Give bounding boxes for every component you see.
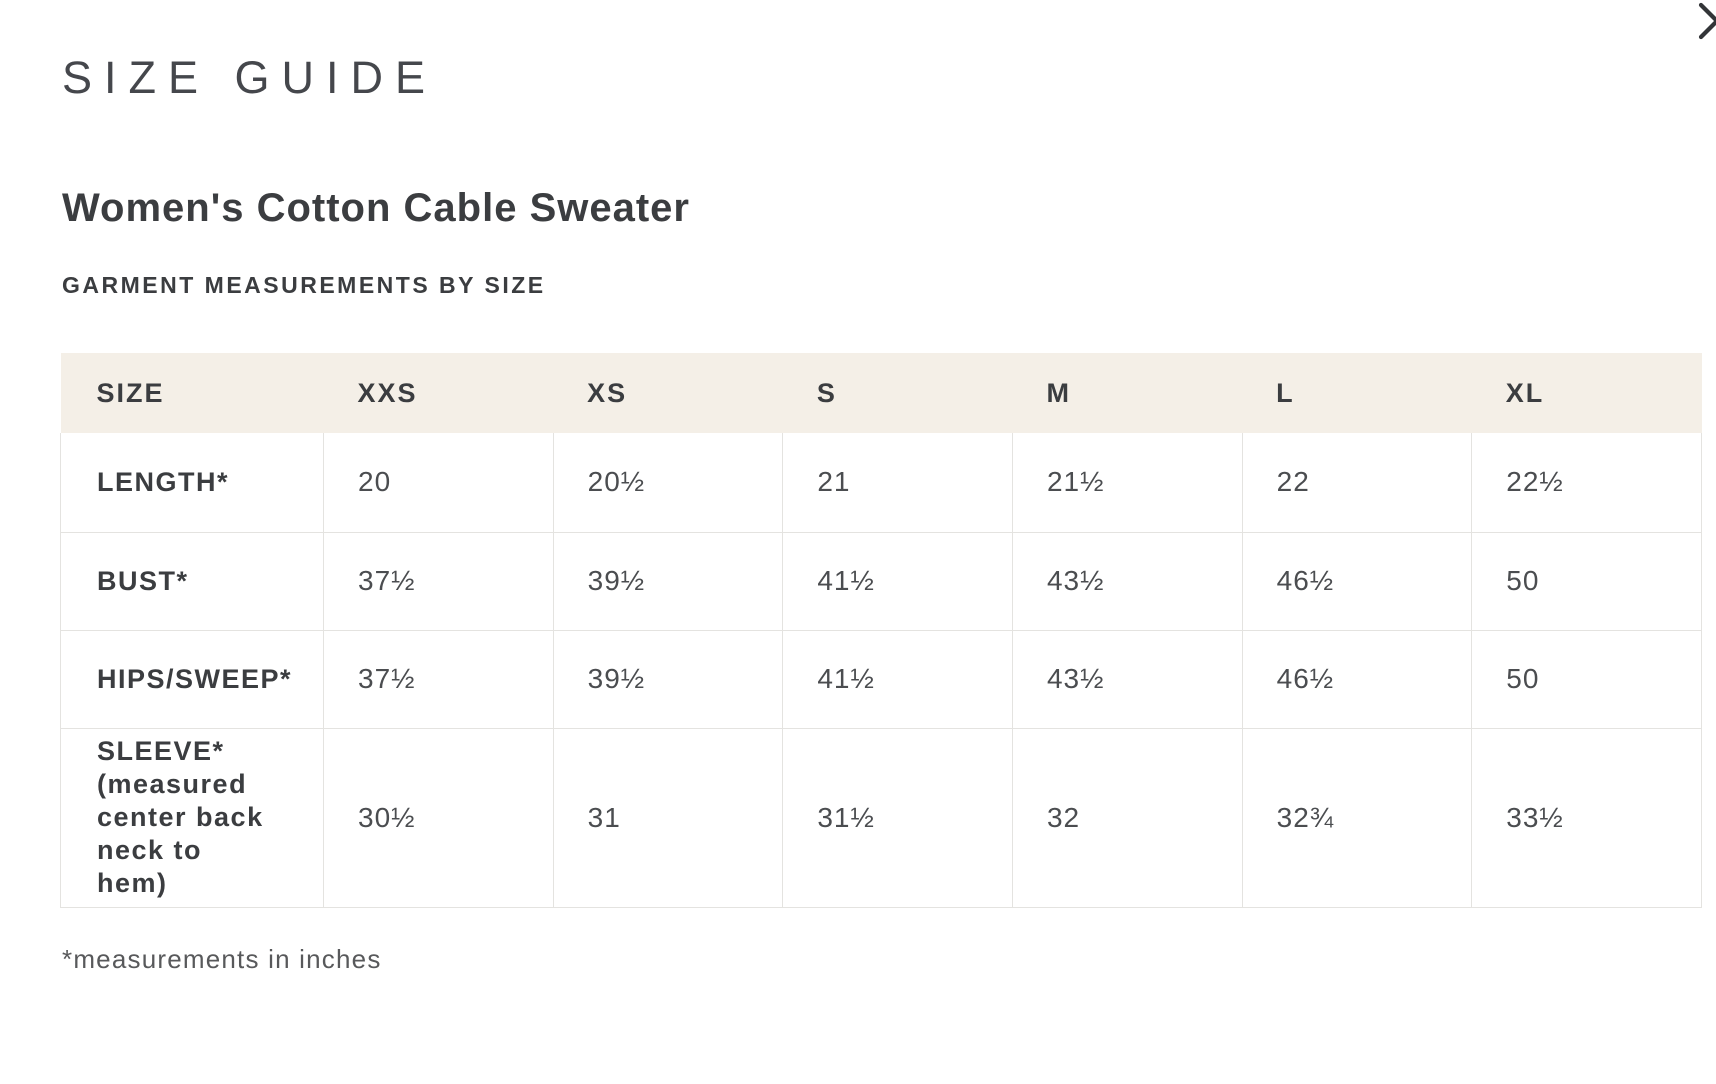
cell-length-m: 21½ <box>1011 433 1243 533</box>
cell-hips-m: 43½ <box>1011 629 1243 729</box>
row-label-sleeve: SLEEVE* <box>97 736 225 766</box>
cell-bust-xxs: 37½ <box>323 531 554 631</box>
cell-bust-xs: 39½ <box>552 531 784 631</box>
cell-length-xs: 20½ <box>552 433 784 533</box>
column-header-l: L <box>1242 353 1472 433</box>
column-header-size: SIZE <box>60 353 324 433</box>
cell-hips-xxs: 37½ <box>323 629 554 729</box>
cell-hips-xs: 39½ <box>552 629 784 729</box>
cell-sleeve-m: 32 <box>1011 727 1243 908</box>
cell-hips-s: 41½ <box>782 629 1013 729</box>
cell-sleeve-xs: 31 <box>552 727 784 908</box>
row-label-bust: BUST* <box>60 531 324 631</box>
cell-hips-l: 46½ <box>1241 629 1473 729</box>
cell-bust-s: 41½ <box>782 531 1013 631</box>
table-row-bust: BUST* 37½ 39½ 41½ 43½ 46½ 50 <box>60 531 1702 631</box>
row-label-length: LENGTH* <box>60 433 324 533</box>
cell-length-s: 21 <box>782 433 1013 533</box>
measurements-footnote: *measurements in inches <box>62 944 382 974</box>
size-measurements-table: SIZE XXS XS S M L XL LENGTH* 20 20½ 21 2… <box>60 353 1702 908</box>
cell-length-l: 22 <box>1241 433 1473 533</box>
column-header-xl: XL <box>1471 353 1702 433</box>
modal-title: SIZE GUIDE <box>62 52 438 103</box>
cell-hips-xl: 50 <box>1471 629 1702 729</box>
product-name: Women's Cotton Cable Sweater <box>62 186 690 230</box>
row-label-sleeve-note: (measured center back neck to hem) <box>97 769 264 898</box>
x-close-icon <box>1698 2 1716 40</box>
cell-bust-m: 43½ <box>1011 531 1243 631</box>
close-button[interactable] <box>1697 1 1716 41</box>
cell-sleeve-s: 31½ <box>782 727 1013 908</box>
table-row-hips-sweep: HIPS/SWEEP* 37½ 39½ 41½ 43½ 46½ 50 <box>60 629 1702 729</box>
cell-length-xxs: 20 <box>323 433 554 533</box>
section-heading: GARMENT MEASUREMENTS BY SIZE <box>62 272 546 298</box>
cell-sleeve-l: 32¾ <box>1241 727 1473 908</box>
column-header-xxs: XXS <box>323 353 554 433</box>
cell-sleeve-xxs: 30½ <box>323 727 554 908</box>
table-header-row: SIZE XXS XS S M L XL <box>60 353 1702 433</box>
cell-bust-l: 46½ <box>1241 531 1473 631</box>
row-label-sleeve-cell: SLEEVE* (measured center back neck to he… <box>60 727 324 908</box>
column-header-xs: XS <box>553 353 783 433</box>
cell-sleeve-xl: 33½ <box>1471 727 1702 908</box>
column-header-s: S <box>782 353 1013 433</box>
column-header-m: M <box>1012 353 1243 433</box>
cell-length-xl: 22½ <box>1471 433 1702 533</box>
table-row-sleeve: SLEEVE* (measured center back neck to he… <box>60 727 1702 908</box>
row-label-hips-sweep: HIPS/SWEEP* <box>60 629 324 729</box>
cell-bust-xl: 50 <box>1471 531 1702 631</box>
table-row-length: LENGTH* 20 20½ 21 21½ 22 22½ <box>60 433 1702 533</box>
